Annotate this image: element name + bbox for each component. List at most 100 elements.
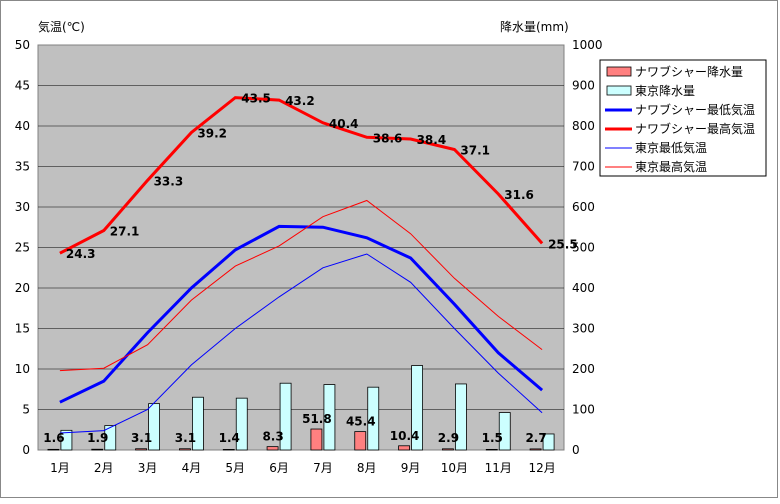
legend-label: ナワブシャー降水量 bbox=[635, 64, 743, 79]
maxtemp-data-label: 43.5 bbox=[241, 92, 271, 106]
precip-bar bbox=[354, 431, 367, 451]
maxtemp-data-label: 38.6 bbox=[373, 131, 403, 145]
x-tick-label: 3月 bbox=[138, 461, 158, 475]
x-tick-label: 5月 bbox=[225, 461, 245, 475]
right-tick-label: 500 bbox=[572, 241, 595, 255]
precip-bar bbox=[266, 446, 279, 451]
precip-bar bbox=[529, 448, 542, 451]
precip-data-label: 10.4 bbox=[390, 429, 420, 443]
legend-box bbox=[599, 59, 767, 177]
precip-bar bbox=[104, 425, 117, 451]
left-tick-label: 45 bbox=[15, 79, 30, 93]
left-tick-label: 50 bbox=[15, 38, 30, 52]
left-tick-label: 0 bbox=[22, 443, 30, 457]
precip-data-label: 3.1 bbox=[131, 431, 152, 445]
precip-data-label: 1.9 bbox=[87, 431, 108, 445]
left-tick-label: 30 bbox=[15, 200, 30, 214]
precip-data-label: 1.4 bbox=[219, 431, 240, 445]
data-labels: 1.6 1.9 3.1 3.1 1.4 8.3 51.8 45.4 10.4 2.9 1.5 2.7 2… bbox=[43, 92, 577, 445]
precip-data-label: 51.8 bbox=[302, 412, 332, 426]
precip-bar bbox=[398, 445, 410, 451]
precip-bar bbox=[235, 397, 248, 451]
x-tick-label: 12月 bbox=[528, 461, 555, 475]
right-tick-label: 100 bbox=[572, 403, 595, 417]
precip-bar bbox=[485, 448, 498, 451]
precip-bar bbox=[542, 433, 555, 451]
right-axis-title: 降水量(mm) bbox=[500, 20, 569, 34]
precip-bar bbox=[192, 396, 204, 451]
precip-bar bbox=[310, 428, 323, 451]
right-tick-label: 800 bbox=[572, 119, 595, 133]
precip-data-label: 1.5 bbox=[482, 431, 503, 445]
precip-bar bbox=[442, 448, 454, 451]
legend-label: ナワブシャー最低気温 bbox=[635, 102, 755, 117]
precip-data-label: 45.4 bbox=[346, 415, 376, 429]
precip-bar bbox=[91, 448, 104, 451]
precip-bar bbox=[279, 382, 292, 451]
maxtemp-data-label: 31.6 bbox=[504, 188, 534, 202]
precip-bar bbox=[367, 386, 380, 451]
maxtemp-data-label: 33.3 bbox=[154, 174, 184, 188]
maxtemp-data-label: 40.4 bbox=[329, 117, 359, 131]
precip-bar bbox=[135, 448, 147, 451]
maxtemp-data-label: 25.5 bbox=[548, 237, 578, 251]
maxtemp-data-label: 27.1 bbox=[110, 224, 140, 238]
right-tick-label: 0 bbox=[572, 443, 580, 457]
maxtemp-data-label: 37.1 bbox=[460, 143, 490, 157]
precip-bar bbox=[179, 448, 191, 451]
left-axis-title: 気温(℃) bbox=[38, 19, 85, 34]
precip-bar bbox=[323, 384, 336, 451]
right-tick-label: 600 bbox=[572, 200, 595, 214]
precip-bar bbox=[148, 403, 160, 451]
maxtemp-data-label: 43.2 bbox=[285, 94, 315, 108]
precip-bar bbox=[47, 448, 60, 451]
left-tick-label: 20 bbox=[15, 281, 30, 295]
right-tick-label: 700 bbox=[572, 160, 595, 174]
right-tick-label: 400 bbox=[572, 281, 595, 295]
legend: ナワブシャー降水量東京降水量ナワブシャー最低気温ナワブシャー最高気温東京最低気温… bbox=[599, 59, 767, 177]
series-line bbox=[59, 96, 544, 255]
right-tick-label: 300 bbox=[572, 322, 595, 336]
legend-swatch bbox=[606, 66, 632, 77]
left-tick-label: 40 bbox=[15, 119, 30, 133]
legend-label: 東京最高気温 bbox=[635, 159, 707, 174]
precipitation-bars bbox=[47, 365, 555, 451]
x-tick-label: 8月 bbox=[357, 461, 377, 475]
precip-bar bbox=[498, 412, 511, 451]
right-tick-label: 900 bbox=[572, 79, 595, 93]
legend-swatch bbox=[606, 85, 632, 96]
right-tick-label: 200 bbox=[572, 362, 595, 376]
precip-bar bbox=[455, 383, 467, 451]
precip-data-label: 8.3 bbox=[262, 430, 283, 444]
precip-bar bbox=[222, 449, 235, 451]
legend-label: 東京最低気温 bbox=[635, 140, 707, 155]
legend-label: ナワブシャー最高気温 bbox=[635, 121, 755, 136]
precip-data-label: 1.6 bbox=[43, 431, 64, 445]
maxtemp-data-label: 38.4 bbox=[417, 133, 447, 147]
right-tick-label: 1000 bbox=[572, 38, 603, 52]
series-line bbox=[59, 199, 543, 372]
x-tick-label: 10月 bbox=[441, 461, 468, 475]
precip-data-label: 3.1 bbox=[175, 431, 196, 445]
x-tick-label: 7月 bbox=[313, 461, 333, 475]
x-tick-label: 2月 bbox=[94, 461, 114, 475]
series-line bbox=[59, 253, 543, 434]
legend-label: 東京降水量 bbox=[635, 84, 695, 98]
left-tick-label: 25 bbox=[15, 241, 30, 255]
maxtemp-data-label: 24.3 bbox=[66, 247, 96, 261]
left-tick-label: 5 bbox=[22, 403, 30, 417]
precip-data-label: 2.9 bbox=[438, 431, 459, 445]
left-tick-label: 15 bbox=[15, 322, 30, 336]
x-tick-label: 9月 bbox=[401, 461, 421, 475]
precip-bar bbox=[60, 429, 73, 451]
maxtemp-data-label: 39.2 bbox=[197, 126, 227, 140]
x-tick-label: 11月 bbox=[485, 461, 512, 475]
series-line bbox=[59, 224, 544, 404]
axes: 0510152025303540455001002003004005006007… bbox=[15, 38, 603, 475]
temperature-lines bbox=[59, 96, 544, 434]
precip-data-label: 2.7 bbox=[525, 431, 546, 445]
x-tick-label: 1月 bbox=[50, 461, 70, 475]
left-tick-label: 35 bbox=[15, 160, 30, 174]
